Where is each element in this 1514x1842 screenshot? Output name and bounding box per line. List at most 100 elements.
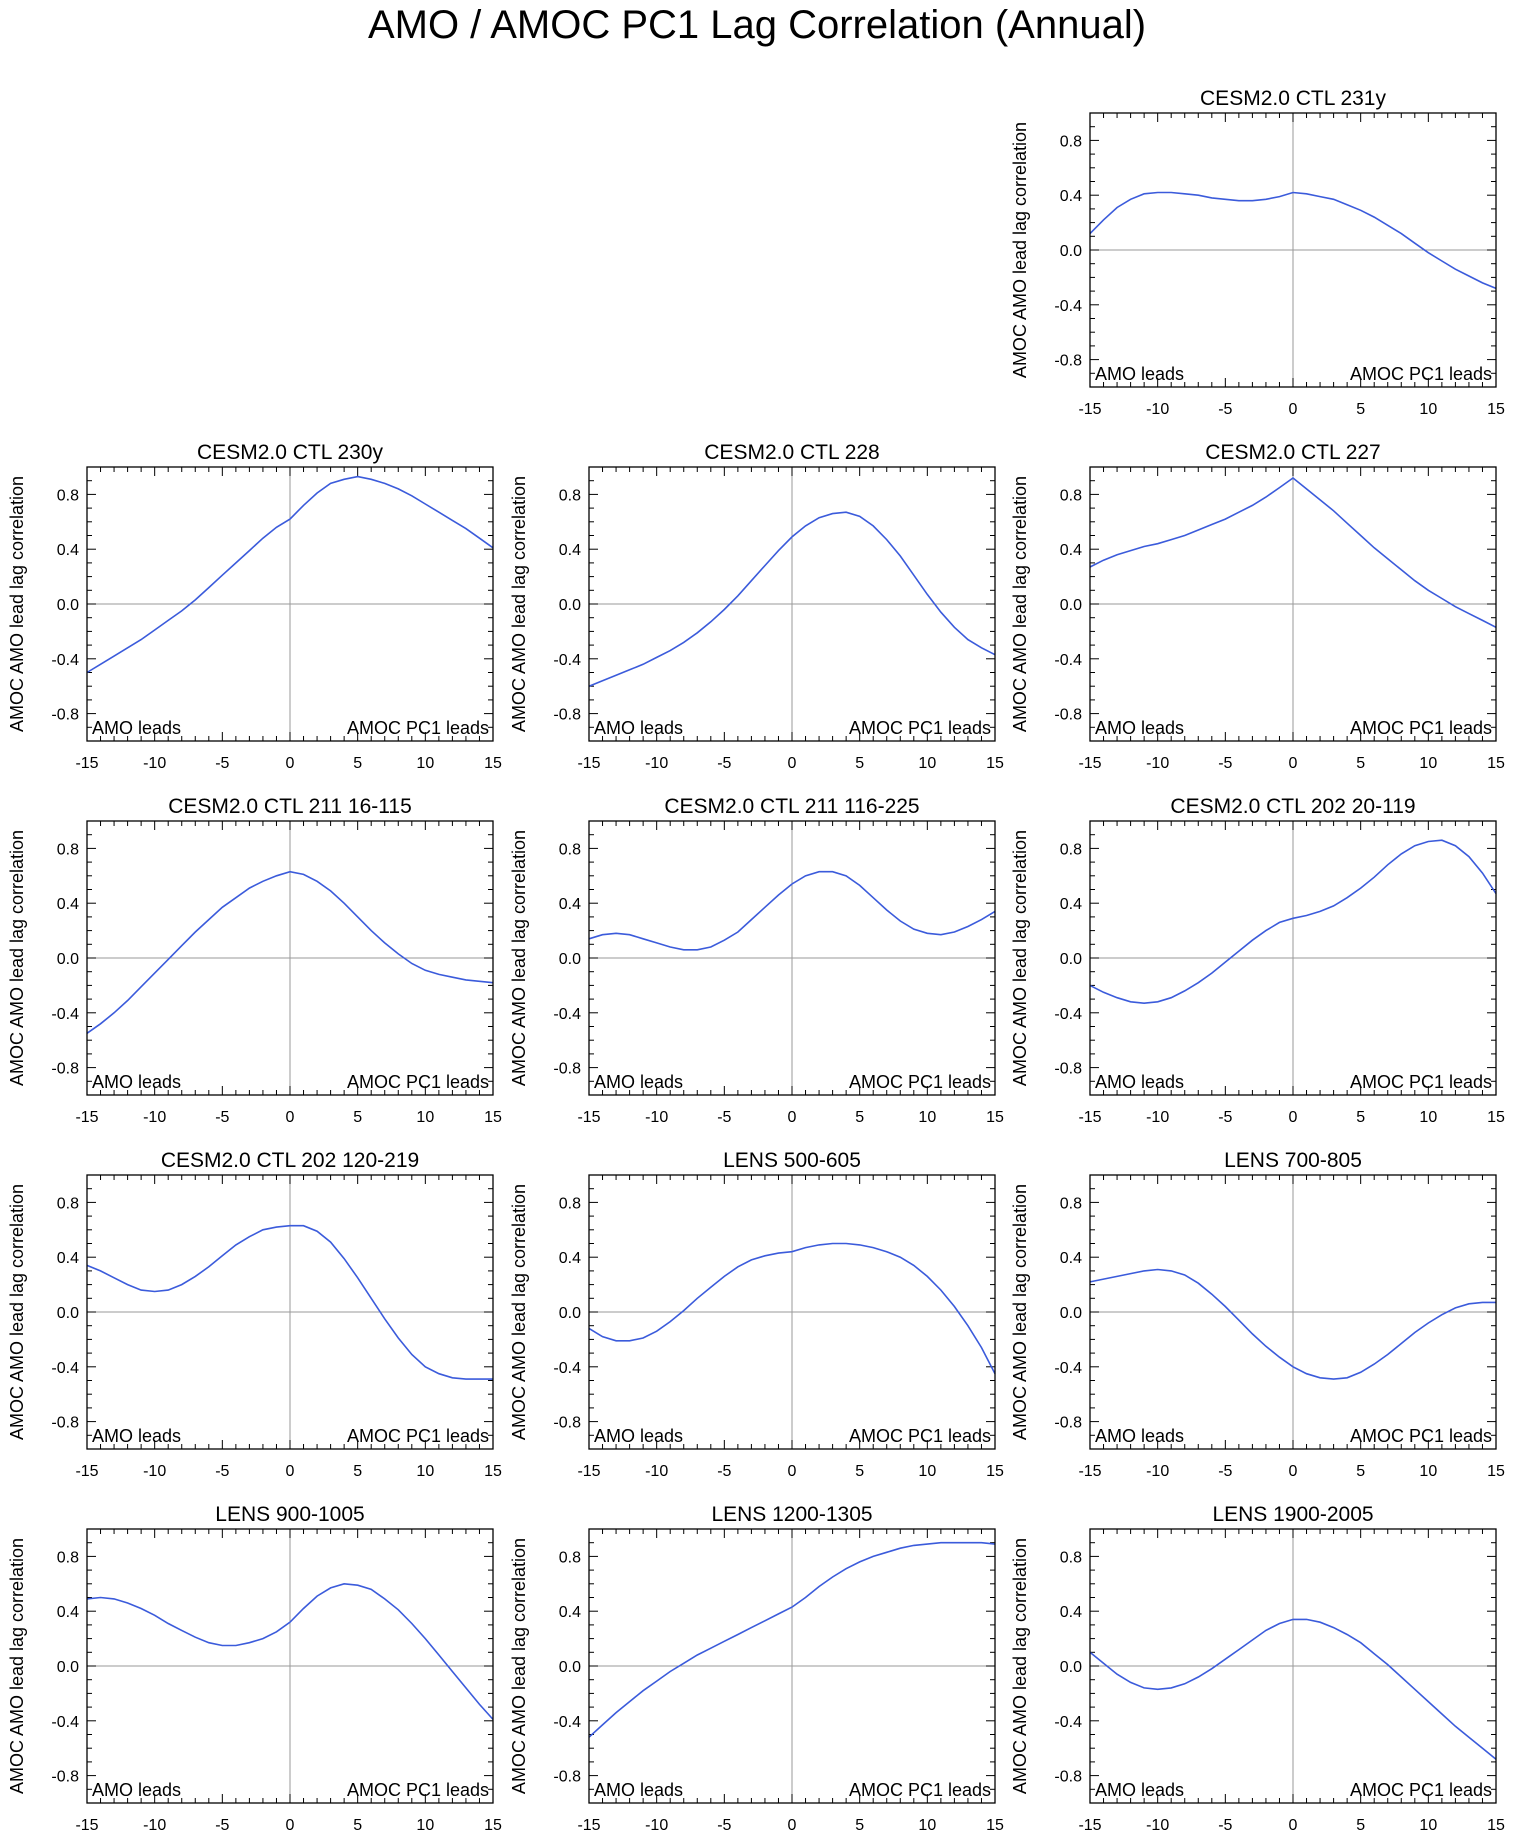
x-tick-label: -5 (215, 1463, 229, 1480)
y-tick-label: -0.8 (51, 707, 79, 724)
y-axis-label: AMOC AMO lead lag correlation (7, 476, 27, 732)
figure-title: AMO / AMOC PC1 Lag Correlation (Annual) (368, 3, 1146, 47)
x-tick-label: -10 (645, 1463, 668, 1480)
x-tick-label: 0 (1289, 401, 1298, 418)
x-tick-label: 10 (1419, 755, 1437, 772)
y-tick-label: 0.8 (57, 1549, 79, 1566)
y-tick-label: -0.8 (51, 1769, 79, 1786)
plot-frame (86, 1528, 494, 1804)
y-tick-label: -0.4 (553, 1006, 581, 1023)
x-tick-label: 10 (416, 1463, 434, 1480)
amo-leads-label: AMO leads (92, 1780, 181, 1800)
y-tick-label: 0.4 (1060, 1250, 1082, 1267)
y-tick-label: -0.4 (1054, 1006, 1082, 1023)
amo-leads-label: AMO leads (1095, 1780, 1184, 1800)
x-tick-label: 0 (1289, 1109, 1298, 1126)
chart-panel: CESM2.0 CTL 202 20-119 -15 -10 -5 0 5 10 15 -0.8… (1010, 795, 1505, 1126)
x-tick-label: 0 (1289, 1817, 1298, 1834)
y-axis-label: AMOC AMO lead lag correlation (1010, 1538, 1030, 1794)
x-tick-label: 0 (788, 1109, 797, 1126)
y-tick-label: 0.8 (57, 841, 79, 858)
y-axis-label: AMOC AMO lead lag correlation (509, 476, 529, 732)
panel-title: LENS 1200-1305 (711, 1503, 872, 1526)
chart-panel: LENS 900-1005 -15 -10 -5 0 5 10 15 -0.8 -0.4 0.0 0.… (7, 1503, 502, 1834)
y-axis-label: AMOC AMO lead lag correlation (509, 1538, 529, 1794)
y-axis-label: AMOC AMO lead lag correlation (509, 830, 529, 1086)
y-tick-label: 0.4 (1060, 1604, 1082, 1621)
x-tick-label: 10 (1419, 1817, 1437, 1834)
y-tick-label: -0.4 (1054, 652, 1082, 669)
x-tick-label: -15 (1078, 1463, 1101, 1480)
x-tick-label: -15 (75, 755, 98, 772)
plot-frame (588, 1174, 996, 1450)
x-tick-label: -15 (1078, 1109, 1101, 1126)
x-tick-label: -10 (1146, 1463, 1169, 1480)
panel-title: CESM2.0 CTL 231y (1200, 87, 1386, 110)
panel-title: LENS 900-1005 (215, 1503, 364, 1526)
y-tick-label: 0.8 (1060, 133, 1082, 150)
y-tick-label: 0.8 (1060, 1549, 1082, 1566)
x-tick-label: 5 (1356, 1109, 1365, 1126)
x-tick-label: 15 (1487, 1463, 1505, 1480)
x-tick-label: -5 (1218, 755, 1232, 772)
amoc-leads-label: AMOC PC1 leads (1350, 364, 1492, 384)
panel-title: CESM2.0 CTL 230y (197, 441, 383, 464)
y-axis-label: AMOC AMO lead lag correlation (1010, 122, 1030, 378)
correlation-series-line (1089, 1268, 1496, 1380)
y-tick-label: 0.4 (1060, 896, 1082, 913)
amo-leads-label: AMO leads (594, 1780, 683, 1800)
plot-frame (86, 1174, 494, 1450)
panel-title: CESM2.0 CTL 202 20-119 (1170, 795, 1415, 818)
y-tick-label: -0.4 (51, 652, 79, 669)
x-tick-label: -15 (1078, 755, 1101, 772)
x-tick-label: 10 (918, 1109, 936, 1126)
amoc-leads-label: AMOC PC1 leads (1350, 718, 1492, 738)
x-tick-label: -10 (143, 1109, 166, 1126)
amo-leads-label: AMO leads (594, 1426, 683, 1446)
x-tick-label: -10 (645, 1817, 668, 1834)
x-tick-label: -15 (75, 1463, 98, 1480)
panel-title: CESM2.0 CTL 227 (1205, 441, 1380, 464)
panel-title: LENS 700-805 (1224, 1149, 1362, 1172)
x-tick-label: 15 (986, 1109, 1004, 1126)
y-axis-label: AMOC AMO lead lag correlation (7, 1184, 27, 1440)
x-tick-label: 5 (855, 1817, 864, 1834)
x-tick-label: -5 (215, 755, 229, 772)
x-tick-label: 10 (918, 1817, 936, 1834)
chart-panel: CESM2.0 CTL 228 -15 -10 -5 0 5 10 15 -0.8 -0.4 0.0… (509, 441, 1004, 772)
y-tick-label: -0.8 (1054, 1769, 1082, 1786)
y-tick-label: 0.0 (1060, 1305, 1082, 1322)
y-tick-label: -0.8 (553, 1415, 581, 1432)
x-tick-label: -5 (717, 1817, 731, 1834)
y-tick-label: 0.8 (559, 1195, 581, 1212)
y-tick-label: 0.0 (57, 1305, 79, 1322)
x-tick-label: 5 (353, 755, 362, 772)
x-tick-label: 10 (1419, 401, 1437, 418)
x-tick-label: 15 (484, 1109, 502, 1126)
amoc-leads-label: AMOC PC1 leads (347, 1072, 489, 1092)
amoc-leads-label: AMOC PC1 leads (849, 1072, 991, 1092)
y-tick-label: 0.8 (57, 487, 79, 504)
y-tick-label: 0.0 (1060, 1659, 1082, 1676)
x-tick-label: 10 (1419, 1463, 1437, 1480)
x-tick-label: 0 (1289, 755, 1298, 772)
x-tick-label: -10 (1146, 755, 1169, 772)
plot-frame (86, 466, 494, 742)
plot-frame (1089, 466, 1497, 742)
amoc-leads-label: AMOC PC1 leads (849, 718, 991, 738)
y-tick-label: 0.0 (1060, 597, 1082, 614)
y-tick-label: 0.4 (1060, 542, 1082, 559)
x-tick-label: 0 (788, 1817, 797, 1834)
x-tick-label: -5 (1218, 401, 1232, 418)
y-tick-label: 0.8 (559, 487, 581, 504)
x-tick-label: 0 (286, 1463, 295, 1480)
correlation-series-line (588, 870, 996, 951)
x-tick-label: 15 (1487, 1109, 1505, 1126)
x-tick-label: 5 (855, 1109, 864, 1126)
y-tick-label: 0.4 (57, 1250, 79, 1267)
x-tick-label: -10 (1146, 1109, 1169, 1126)
y-tick-label: 0.4 (559, 542, 581, 559)
x-tick-label: 0 (788, 1463, 797, 1480)
amo-leads-label: AMO leads (594, 718, 683, 738)
